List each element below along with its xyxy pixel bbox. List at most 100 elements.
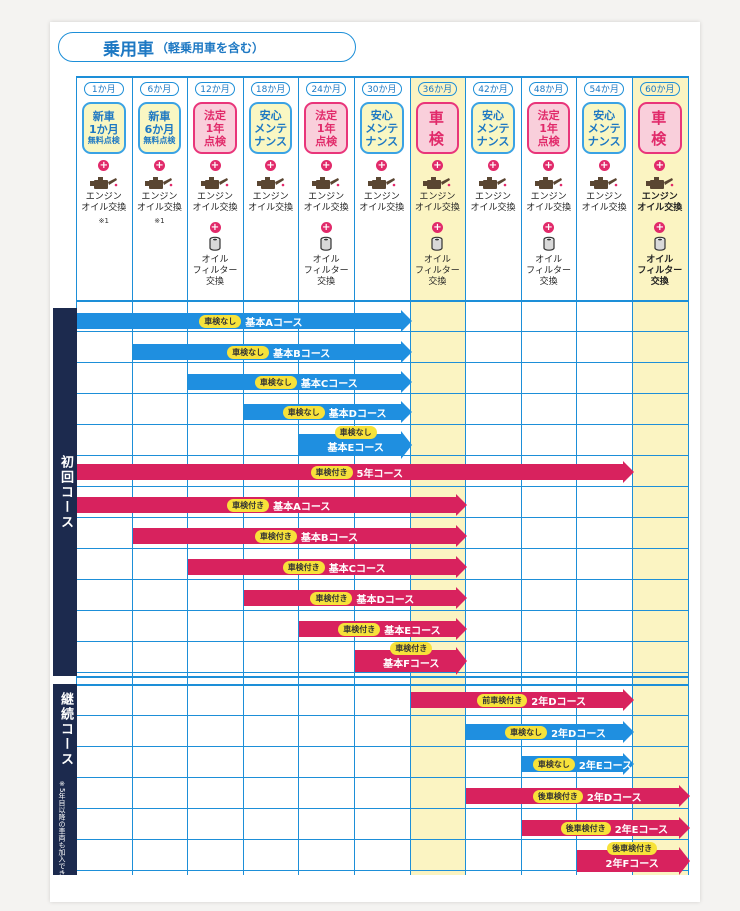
course-name: 基本Bコース (273, 349, 331, 360)
plus-icon: + (376, 160, 388, 171)
inspection-legal-box: 車 検 (638, 102, 682, 154)
grid-row-line (76, 579, 688, 580)
grid-row-line (76, 548, 688, 549)
arrow-shaft (355, 650, 458, 672)
inspection-maintenance-box: 安心 メンテ ナンス (360, 102, 404, 154)
continuing-course-note: ※5年目以降の車両も加入できます (58, 780, 66, 891)
plus-icon: + (598, 160, 610, 171)
course-label: 車検なし 基本Bコース (227, 345, 330, 360)
plus-icon: + (543, 160, 555, 171)
section-divider (76, 676, 688, 678)
course-label: 後車検付き 2年Dコース (532, 789, 642, 804)
course-arrow: 車検なし 基本Bコース (132, 341, 412, 363)
arrow-head (400, 371, 412, 393)
course-name: 基本Aコース (273, 502, 331, 513)
plus-icon: + (209, 160, 221, 171)
inspection-legal-box: 法定 1年 点検 (193, 102, 237, 154)
course-arrow: 車検付き 基本Cコース (188, 556, 468, 578)
arrow-shaft (577, 850, 680, 872)
inspection-text: ナンス (254, 134, 287, 148)
arrow-head (400, 341, 412, 363)
engine-oil-label: エンジン オイル交換 (470, 192, 516, 213)
oil-can-icon (201, 175, 229, 189)
arrow-head (456, 587, 468, 609)
month-label: 60か月 (640, 82, 680, 96)
course-label: 車検付き 5年コース (310, 465, 403, 480)
course-name: 基本Cコース (328, 564, 386, 575)
course-label: 後車検付き 2年Fコース (605, 842, 659, 870)
footnote-mark: ※1 (154, 217, 165, 225)
arrow-head (456, 525, 468, 547)
inspection-text: 安心 (593, 108, 616, 122)
course-name: 基本Eコース (327, 443, 384, 454)
engine-oil-label: エンジン オイル交換 (192, 192, 238, 213)
oil-can-icon (312, 175, 340, 189)
inspection-text: 新車 (92, 110, 115, 123)
engine-oil-label: エンジン オイル交換 (359, 192, 405, 213)
course-arrow: 車検付き 基本Bコース (132, 525, 468, 547)
month-label: 24か月 (306, 82, 346, 96)
plus-icon: + (265, 160, 277, 171)
course-arrow: 車検付き 基本Aコース (77, 494, 468, 516)
course-label: 車検付き 基本Bコース (254, 529, 358, 544)
course-arrow: 車検なし 基本Dコース (243, 401, 412, 423)
course-tag: 後車検付き (607, 842, 658, 855)
inspection-text: メンテ (587, 121, 621, 135)
month-label: 12か月 (195, 82, 235, 96)
oil-can-icon (590, 175, 618, 189)
course-arrow: 後車検付き 2年Eコース (521, 817, 690, 839)
title-main: 乗用車 (103, 39, 154, 60)
inspection-maintenance-box: 安心 メンテ ナンス (471, 102, 515, 154)
inspection-text: 法定 (203, 108, 226, 122)
month-label: 6か月 (139, 82, 180, 96)
grid-column-line (687, 76, 689, 875)
oil-can-icon (645, 175, 674, 189)
grid-row-line (76, 486, 688, 487)
course-label: 車検なし 2年Eコース (532, 757, 632, 772)
inspection-maintenance-box: 安心 メンテ ナンス (248, 102, 293, 154)
grid-row-line (76, 715, 688, 716)
month-label: 30か月 (362, 82, 402, 96)
inspection-maintenance-box: 安心 メンテ ナンス (582, 102, 626, 154)
course-name: 基本Aコース (245, 318, 303, 329)
course-name: 2年Dコース (531, 697, 587, 708)
initial-course-band (53, 308, 77, 676)
course-tag: 車検なし (282, 406, 325, 419)
month-label: 1か月 (84, 82, 124, 96)
course-tag: 車検なし (254, 376, 297, 389)
grid-row-line (76, 362, 688, 363)
inspection-text: 車 検 (428, 109, 446, 148)
grid-row-line (76, 393, 688, 394)
arrow-shaft (299, 434, 402, 456)
engine-oil-label: エンジン オイル交換 (303, 192, 349, 213)
course-label: 車検付き 基本Dコース (310, 591, 414, 606)
course-tag: 車検付き (310, 592, 353, 605)
month-label: 18か月 (250, 82, 291, 96)
inspection-text: 無料点検 (87, 136, 120, 145)
month-label: 36か月 (417, 82, 458, 96)
course-name: 2年Dコース (551, 729, 606, 740)
inspection-legal-box: 法定 1年 点検 (526, 102, 571, 154)
engine-oil-label: エンジン オイル交換 (136, 192, 182, 213)
inspection-text: メンテ (254, 121, 288, 135)
inspection-text: 1年 (539, 121, 558, 135)
course-arrow: 車検付き 基本Dコース (243, 587, 468, 609)
title-sub: （軽乗用車を含む） (156, 40, 265, 55)
course-tag: 後車検付き (560, 822, 611, 835)
arrow-head (400, 401, 412, 423)
engine-oil-label: エンジン オイル交換 (414, 192, 460, 213)
course-tag: 車検付き (338, 623, 381, 636)
arrow-head (622, 721, 634, 743)
plus-icon: + (431, 160, 443, 171)
highlight-column (632, 76, 688, 875)
engine-oil-label: エンジン オイル交換 (581, 192, 627, 213)
course-name: 2年Dコース (586, 793, 642, 804)
grid-row-line (76, 746, 688, 747)
arrow-head (400, 431, 412, 459)
inspection-text: 安心 (370, 108, 393, 122)
plus-icon: + (654, 160, 666, 171)
month-label: 42か月 (473, 82, 513, 96)
oil-can-icon (479, 175, 507, 189)
course-label: 車検なし 2年Dコース (505, 725, 606, 740)
inspection-legal-box: 法定 1年 点検 (304, 102, 348, 154)
